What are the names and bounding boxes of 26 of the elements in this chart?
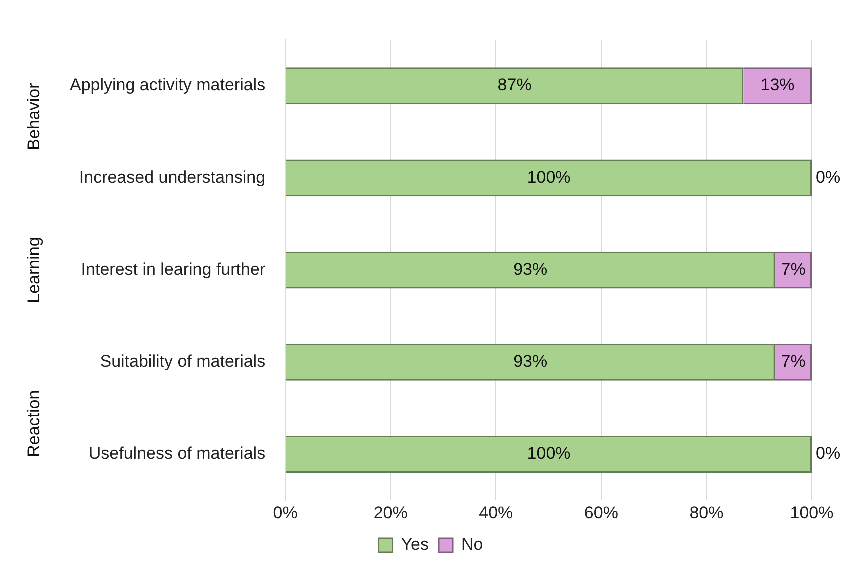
x-tick-label: 100%: [790, 503, 834, 522]
text: Reaction: [24, 390, 44, 458]
data-label: 0%: [816, 444, 841, 464]
x-tick-label: 60%: [584, 503, 618, 522]
y-tick-label: Usefulness of materials: [88, 444, 266, 464]
x-tick-label: 20%: [374, 503, 408, 522]
data-label: 87%: [498, 76, 532, 95]
data-label: 93%: [514, 260, 548, 279]
data-label: 0%: [816, 168, 841, 187]
data-label: 93%: [514, 352, 548, 372]
y-tick-label: Increased understansing: [79, 168, 266, 187]
text: Behavior: [24, 82, 44, 150]
data-label: 13%: [760, 76, 795, 95]
legend-label: Yes: [401, 535, 429, 554]
x-tick-label: 0%: [273, 503, 298, 522]
y-tick-label: Interest in learing further: [81, 260, 266, 279]
data-label: 7%: [781, 260, 806, 279]
legend-label: No: [462, 535, 484, 554]
data-label: 7%: [781, 352, 806, 372]
text: Learning: [24, 237, 44, 304]
y-tick-label: Suitability of materials: [100, 352, 266, 372]
y-tick-label: Applying activity materials: [70, 76, 266, 95]
data-label: 100%: [527, 168, 571, 187]
x-tick-label: 40%: [479, 503, 514, 522]
x-tick-label: 80%: [690, 503, 724, 522]
data-label: 100%: [527, 444, 571, 464]
